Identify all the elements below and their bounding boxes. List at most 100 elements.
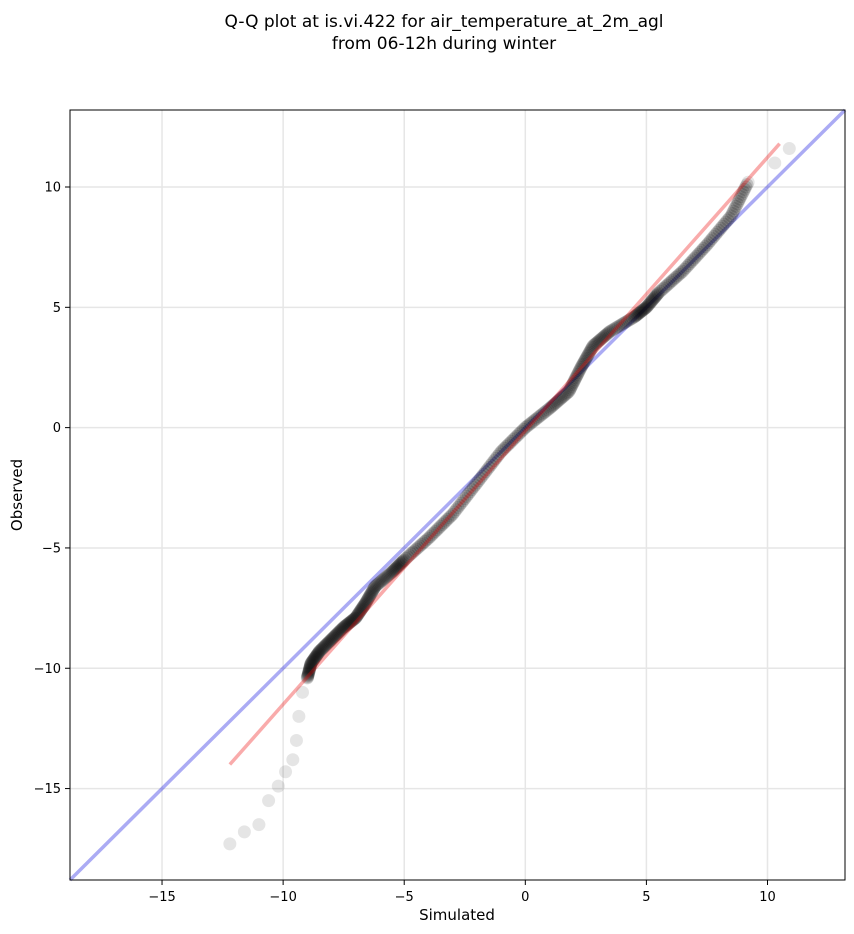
qq-point: [737, 182, 751, 196]
qq-point: [719, 215, 733, 229]
qq-point: [590, 336, 604, 350]
y-axis-ticks: −15 −10 −5 0 5 10: [34, 181, 70, 797]
qq-point: [644, 295, 658, 309]
y-tick-label: 0: [53, 421, 61, 436]
qq-point: [434, 519, 448, 533]
qq-point: [547, 398, 561, 412]
qq-point: [709, 227, 723, 241]
qq-point: [570, 369, 584, 383]
qq-point: [518, 421, 532, 435]
qq-point: [329, 628, 343, 642]
qq-point: [466, 480, 480, 494]
qq-point: [696, 242, 710, 256]
qq-point: [363, 588, 377, 602]
qq-point: [544, 400, 558, 414]
qq-point: [395, 555, 409, 569]
identity-line: [68, 108, 847, 882]
qq-point: [679, 260, 693, 274]
qq-point: [350, 609, 364, 623]
qq-point: [375, 573, 389, 587]
qq-point: [444, 509, 458, 523]
qq-point: [537, 406, 551, 419]
x-tick-label: 0: [521, 890, 529, 905]
qq-point: [459, 489, 473, 503]
qq-point: [374, 574, 388, 588]
qq-point: [552, 393, 566, 407]
qq-point: [508, 431, 522, 445]
qq-point: [446, 507, 460, 521]
qq-point: [309, 650, 323, 664]
qq-point: [406, 545, 420, 559]
qq-point: [353, 605, 367, 619]
qq-point: [585, 340, 599, 354]
qq-point: [342, 616, 356, 630]
qq-point: [667, 272, 681, 286]
qq-point: [354, 602, 368, 616]
qq-point: [549, 395, 563, 409]
qq-point: [607, 322, 621, 336]
qq-point: [564, 381, 578, 395]
qq-point: [316, 641, 330, 655]
qq-point: [344, 614, 358, 628]
qq-point: [487, 454, 501, 468]
qq-point: [384, 566, 398, 580]
qq-point: [401, 550, 415, 564]
qq-point: [447, 505, 461, 519]
qq-point: [576, 357, 590, 371]
qq-point: [418, 534, 432, 548]
qq-point: [539, 404, 553, 418]
qq-point: [577, 356, 591, 370]
qq-point: [393, 557, 407, 571]
qq-point: [568, 373, 582, 386]
qq-point: [601, 326, 615, 340]
qq-point: [506, 433, 520, 447]
qq-point: [356, 600, 370, 614]
qq-point: [421, 531, 435, 545]
qq-point: [304, 657, 318, 671]
qq-point: [339, 618, 353, 632]
qq-point: [702, 236, 716, 250]
qq-point: [602, 325, 616, 339]
qq-point: [371, 577, 385, 591]
qq-point: [782, 142, 796, 155]
qq-point: [671, 269, 685, 283]
qq-point: [710, 225, 724, 239]
qq-point: [688, 251, 702, 265]
qq-point: [566, 376, 580, 390]
qq-point: [380, 569, 394, 583]
qq-point: [362, 590, 376, 604]
qq-point: [527, 414, 541, 428]
qq-point: [292, 709, 306, 723]
qq-point: [558, 388, 572, 402]
qq-point: [536, 407, 550, 421]
qq-point: [336, 621, 350, 635]
qq-point: [319, 638, 333, 652]
qq-point: [319, 638, 333, 652]
qq-point: [320, 637, 334, 651]
qq-point: [703, 234, 717, 248]
qq-point: [326, 631, 340, 645]
qq-point: [740, 178, 754, 192]
qq-point: [317, 640, 331, 654]
qq-point: [695, 243, 709, 257]
qq-point: [408, 544, 422, 558]
qq-point: [635, 304, 649, 318]
qq-point: [302, 663, 316, 677]
qq-point: [580, 350, 594, 364]
qq-point: [331, 626, 345, 639]
qq-point: [545, 399, 559, 413]
qq-point: [730, 197, 744, 211]
qq-point: [582, 347, 596, 361]
qq-point: [237, 825, 251, 839]
qq-point: [639, 300, 653, 314]
qq-point: [554, 392, 568, 406]
qq-point: [328, 629, 342, 643]
qq-point: [312, 644, 326, 658]
qq-point: [430, 523, 444, 537]
qq-point: [721, 213, 735, 227]
qq-point: [465, 483, 479, 497]
y-tick-label: −5: [42, 541, 61, 556]
qq-point: [322, 635, 336, 649]
x-axis-ticks: −15 −10 −5 0 5 10: [148, 880, 776, 905]
qq-point: [650, 288, 664, 302]
